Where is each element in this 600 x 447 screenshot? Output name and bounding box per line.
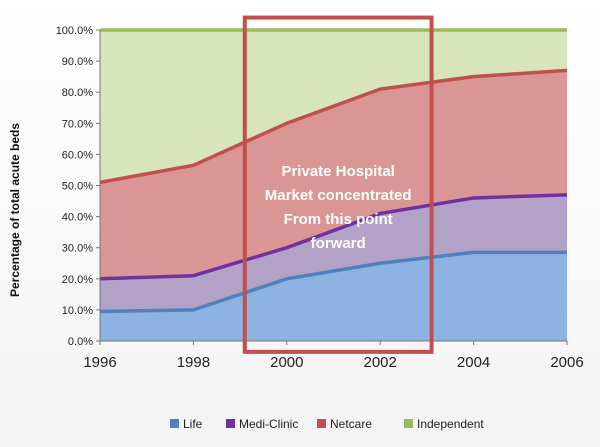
x-tick-label: 2002 [364,354,397,371]
annotation-text-line: forward [311,235,366,252]
line-medi-clinic [99,193,568,281]
legend-swatch [404,419,413,428]
y-tick-label: 30.0% [62,243,93,255]
x-tick-label: 2000 [270,354,303,371]
legend-item-life: Life [170,417,203,431]
x-tick-label: 1996 [83,354,116,371]
y-tick-label: 0.0% [68,336,93,348]
annotation: Private Hospital Market concentrated From … [242,15,434,354]
legend-item-independent: Independent [404,417,484,431]
y-tick-label: 90.0% [62,56,93,68]
y-tick-label: 60.0% [62,149,93,161]
area-life [100,252,567,341]
area-netcare [100,70,567,279]
y-tick-label: 20.0% [62,274,93,286]
y-tick-label: 80.0% [62,87,93,99]
legend-label: Life [183,417,203,431]
legend-item-medi-clinic: Medi-Clinic [226,417,298,431]
y-tick-label: 50.0% [62,181,93,193]
annotation-text-line: Market concentrated [265,187,412,204]
x-axis-ticks: 1996 1998 2000 2002 2004 2006 [83,341,584,371]
y-tick-label: 40.0% [62,212,93,224]
line-netcare [99,68,568,185]
legend-swatch [226,419,235,428]
line-life [99,250,567,314]
area-medi-clinic [100,194,567,312]
annotation-text-line: From this point [284,211,393,228]
legend-label: Netcare [330,417,372,431]
legend: Life Medi-Clinic Netcare Independent [170,417,484,431]
legend-label: Medi-Clinic [239,417,298,431]
legend-item-netcare: Netcare [317,417,372,431]
y-axis-ticks: 0.0% 10.0% 20.0% 30.0% 40.0% 50.0% 60.0% 70.0% 8… [56,25,100,348]
area-series [99,28,568,341]
y-tick-label: 100.0% [56,25,94,37]
y-tick-label: 10.0% [62,305,93,317]
x-tick-label: 2006 [550,354,583,371]
x-tick-label: 2004 [457,354,490,371]
annotation-box [242,15,434,354]
y-axis-label: Percentage of total acute beds [8,123,22,297]
x-tick-label: 1998 [177,354,210,371]
annotation-text-line: Private Hospital [281,163,394,180]
y-tick-label: 70.0% [62,118,93,130]
legend-swatch [170,419,179,428]
legend-swatch [317,419,326,428]
legend-label: Independent [417,417,484,431]
